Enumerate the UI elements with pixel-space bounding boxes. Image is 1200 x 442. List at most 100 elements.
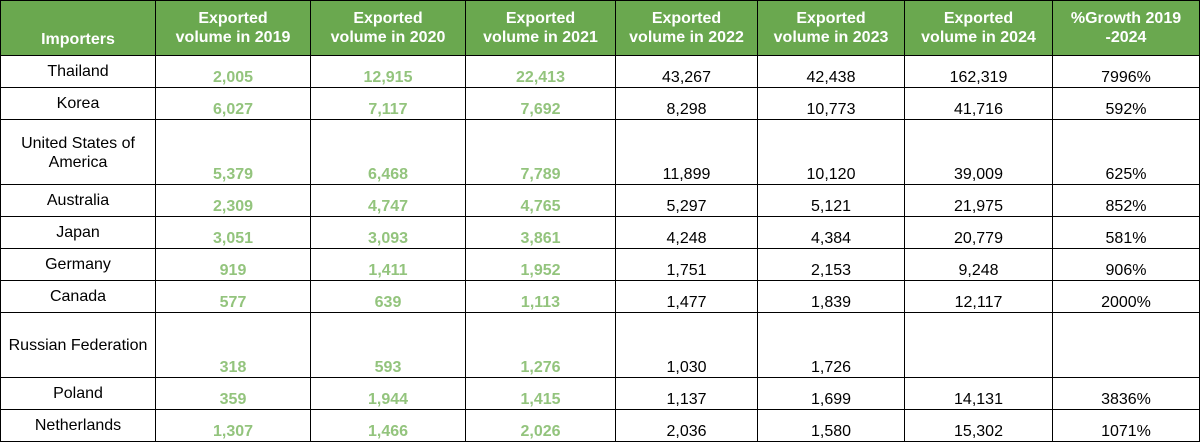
importer-cell: Canada [0, 280, 156, 313]
volume-2023-cell: 10,120 [757, 119, 905, 185]
growth-cell: 1071% [1052, 409, 1200, 442]
volume-2023-cell: 1,580 [757, 409, 905, 442]
volume-2021-cell: 1,113 [465, 280, 616, 313]
header-volume-2020-line-1: Exported [353, 10, 423, 27]
header-volume-2019: Exported volume in 2019 [155, 0, 311, 56]
volume-2023-cell: 4,384 [757, 216, 905, 249]
volume-2022-cell: 11,899 [615, 119, 758, 185]
volume-2022-cell: 5,297 [615, 184, 758, 217]
volume-2020-cell: 639 [310, 280, 466, 313]
volume-2023-cell: 42,438 [757, 55, 905, 88]
header-volume-2023: Exported volume in 2023 [757, 0, 905, 56]
volume-2024-cell: 41,716 [904, 87, 1053, 120]
growth-cell: 3836% [1052, 377, 1200, 410]
volume-2021-cell: 7,789 [465, 119, 616, 185]
header-volume-2022: Exported volume in 2022 [615, 0, 758, 56]
volume-2023-cell: 1,699 [757, 377, 905, 410]
volume-2019-cell: 577 [155, 280, 311, 313]
volume-2021-cell: 4,765 [465, 184, 616, 217]
volume-2022-cell: 1,477 [615, 280, 758, 313]
header-volume-2021: Exported volume in 2021 [465, 0, 616, 56]
header-volume-2022-line-1: Exported [651, 10, 722, 27]
volume-2021-cell: 22,413 [465, 55, 616, 88]
header-volume-2020-line-2: volume in 2020 [330, 29, 446, 46]
growth-cell [1052, 312, 1200, 378]
volume-2022-cell: 1,030 [615, 312, 758, 378]
volume-2021-cell: 7,692 [465, 87, 616, 120]
table-row: Germany 919 1,411 1,952 1,751 2,153 9,24… [0, 248, 1200, 281]
table-row: Japan 3,051 3,093 3,861 4,248 4,384 20,7… [0, 216, 1200, 249]
volume-2020-cell: 12,915 [310, 55, 466, 88]
volume-2020-cell: 7,117 [310, 87, 466, 120]
volume-2023-cell: 10,773 [757, 87, 905, 120]
volume-2019-cell: 6,027 [155, 87, 311, 120]
table-row: Canada 577 639 1,113 1,477 1,839 12,117 … [0, 280, 1200, 313]
volume-2023-cell: 1,726 [757, 312, 905, 378]
importer-cell: Japan [0, 216, 156, 249]
table-row: Netherlands 1,307 1,466 2,026 2,036 1,58… [0, 409, 1200, 442]
volume-2020-cell: 593 [310, 312, 466, 378]
header-volume-2019-line-2: volume in 2019 [175, 29, 291, 46]
volume-2024-cell: 20,779 [904, 216, 1053, 249]
volume-2024-cell: 21,975 [904, 184, 1053, 217]
volume-2020-cell: 3,093 [310, 216, 466, 249]
table-body: Thailand 2,005 12,915 22,413 43,267 42,4… [0, 55, 1200, 442]
header-volume-2024-line-1: Exported [943, 10, 1014, 27]
volume-2020-cell: 6,468 [310, 119, 466, 185]
volume-2019-cell: 359 [155, 377, 311, 410]
volume-2019-cell: 919 [155, 248, 311, 281]
growth-cell: 852% [1052, 184, 1200, 217]
table-row: Russian Federation 318 593 1,276 1,030 1… [0, 312, 1200, 378]
volume-2019-cell: 2,309 [155, 184, 311, 217]
volume-2024-cell: 15,302 [904, 409, 1053, 442]
table-row: Korea 6,027 7,117 7,692 8,298 10,773 41,… [0, 87, 1200, 120]
volume-2024-cell: 39,009 [904, 119, 1053, 185]
volume-2023-cell: 2,153 [757, 248, 905, 281]
growth-cell: 906% [1052, 248, 1200, 281]
header-volume-2020: Exported volume in 2020 [310, 0, 466, 56]
importer-cell: United States of America [0, 119, 156, 185]
importer-cell: Korea [0, 87, 156, 120]
header-row: Importers Exported volume in 2019 Export… [0, 0, 1200, 56]
table-header: Importers Exported volume in 2019 Export… [0, 0, 1200, 56]
header-importers-label: Importers [41, 31, 115, 48]
growth-cell: 625% [1052, 119, 1200, 185]
volume-2022-cell: 1,137 [615, 377, 758, 410]
volume-2022-cell: 1,751 [615, 248, 758, 281]
table-row: United States of America 5,379 6,468 7,7… [0, 119, 1200, 185]
header-volume-2023-line-1: Exported [796, 10, 866, 27]
volume-2019-cell: 318 [155, 312, 311, 378]
header-growth-line-1: %Growth 2019 [1070, 10, 1182, 27]
volume-2021-cell: 1,276 [465, 312, 616, 378]
volume-2022-cell: 43,267 [615, 55, 758, 88]
header-volume-2019-line-1: Exported [198, 10, 268, 27]
volume-2024-cell: 9,248 [904, 248, 1053, 281]
volume-2019-cell: 2,005 [155, 55, 311, 88]
growth-cell: 2000% [1052, 280, 1200, 313]
volume-2024-cell [904, 312, 1053, 378]
volume-2019-cell: 5,379 [155, 119, 311, 185]
volume-2022-cell: 8,298 [615, 87, 758, 120]
importer-cell: Netherlands [0, 409, 156, 442]
table-row: Poland 359 1,944 1,415 1,137 1,699 14,13… [0, 377, 1200, 410]
table-row: Thailand 2,005 12,915 22,413 43,267 42,4… [0, 55, 1200, 88]
importer-cell: Poland [0, 377, 156, 410]
volume-2024-cell: 162,319 [904, 55, 1053, 88]
growth-cell: 592% [1052, 87, 1200, 120]
volume-2019-cell: 1,307 [155, 409, 311, 442]
volume-2021-cell: 2,026 [465, 409, 616, 442]
header-growth-line-2: -2024 [1105, 29, 1147, 46]
volume-2021-cell: 1,952 [465, 248, 616, 281]
importer-cell: Thailand [0, 55, 156, 88]
volume-2020-cell: 1,411 [310, 248, 466, 281]
volume-2023-cell: 1,839 [757, 280, 905, 313]
header-volume-2021-line-2: volume in 2021 [483, 29, 598, 46]
table-row: Australia 2,309 4,747 4,765 5,297 5,121 … [0, 184, 1200, 217]
header-volume-2024-line-2: volume in 2024 [921, 29, 1036, 46]
growth-cell: 581% [1052, 216, 1200, 249]
volume-2022-cell: 4,248 [615, 216, 758, 249]
volume-2020-cell: 1,944 [310, 377, 466, 410]
volume-2024-cell: 12,117 [904, 280, 1053, 313]
volume-2024-cell: 14,131 [904, 377, 1053, 410]
